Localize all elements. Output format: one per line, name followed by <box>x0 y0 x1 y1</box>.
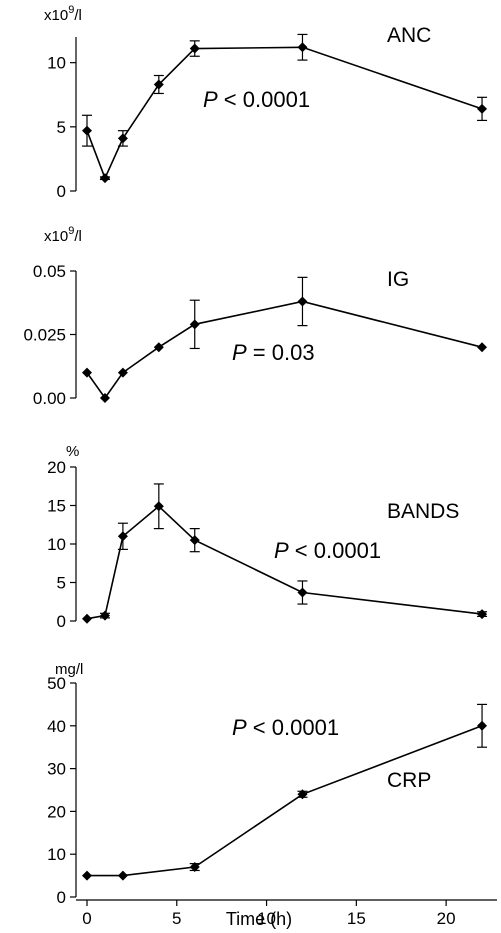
panel-crp-data-point <box>117 870 128 881</box>
panel-anc-data-point <box>99 173 110 184</box>
panel-ig-data-point <box>297 296 308 307</box>
panel-anc-pvalue: P < 0.0001 <box>203 87 310 112</box>
panel-ig-name: IG <box>387 268 409 291</box>
x-axis-tick-label: 15 <box>347 909 366 928</box>
panel-bands-name: BANDS <box>387 500 459 523</box>
x-axis-tick-label: 5 <box>172 909 181 928</box>
panel-bands-data-point <box>117 531 128 542</box>
x-axis-label: Time (h) <box>226 909 292 929</box>
panel-ig-data-point <box>153 342 164 353</box>
panel-anc-data-point <box>117 133 128 144</box>
panel-anc-y-tick-label: 5 <box>57 118 66 137</box>
panel-crp-y-tick-label: 20 <box>47 802 66 821</box>
panel-crp-y-tick-label: 30 <box>47 760 66 779</box>
panel-ig-y-tick-label: 0.05 <box>33 262 66 281</box>
panel-ig-data-point <box>117 367 128 378</box>
panel-anc: x109/l ANC P < 0.0001 0 5 10 <box>44 4 488 201</box>
panel-crp-data-point <box>189 862 200 873</box>
panel-bands-y-tick-label: 10 <box>47 535 66 554</box>
panel-bands-data-point <box>153 501 164 512</box>
panel-crp-data-point <box>297 789 308 800</box>
panel-anc-unit: x109/l <box>44 4 82 24</box>
panel-crp-y-tick-label: 50 <box>47 674 66 693</box>
panel-anc-y-tick-label: 0 <box>57 182 66 201</box>
panel-ig-data-point <box>189 319 200 330</box>
panel-bands-y-tick-label: 20 <box>47 458 66 477</box>
x-axis-tick-label: 10 <box>257 909 276 928</box>
panel-bands-unit: % <box>66 443 79 460</box>
panel-anc-data-point <box>189 43 200 54</box>
panel-bands-y-tick-label: 5 <box>57 574 66 593</box>
panel-ig-data-point <box>99 393 110 403</box>
panel-anc-data-point <box>477 103 488 114</box>
panel-bands-data-point <box>477 609 488 620</box>
panel-anc-data-point <box>82 125 92 136</box>
panel-bands-y-tick-label: 15 <box>47 497 66 516</box>
panel-crp-y-tick-label: 0 <box>57 888 66 907</box>
panel-ig-pvalue: P = 0.03 <box>232 340 315 365</box>
panel-anc-data-point <box>153 79 164 90</box>
panel-anc-y-tick-label: 10 <box>47 54 66 73</box>
panel-anc-data-point <box>297 42 308 53</box>
panel-ig-data-point <box>477 342 488 353</box>
panel-ig-y-tick-label: 0.025 <box>23 326 66 345</box>
panel-crp-y-tick-label: 10 <box>47 845 66 864</box>
panel-bands-data-point <box>189 535 200 546</box>
panel-crp-name: CRP <box>387 769 431 792</box>
panel-anc-name: ANC <box>387 24 431 47</box>
panel-crp-data-point <box>477 720 488 731</box>
panel-bands-data-point <box>297 587 308 598</box>
panel-ig-unit: x109/l <box>44 225 82 245</box>
panel-anc-series-line <box>86 46 483 181</box>
x-axis: Time (h) 0 5 10 15 20 <box>76 899 497 929</box>
x-axis-tick-label: 0 <box>82 909 91 928</box>
panel-ig-y-tick-label: 0.00 <box>33 389 66 408</box>
panel-crp: mg/l CRP P < 0.0001 0 10 20 30 40 50 <box>47 661 488 907</box>
panel-crp-y-tick-label: 40 <box>47 717 66 736</box>
panel-bands-pvalue: P < 0.0001 <box>274 538 381 563</box>
panel-crp-pvalue: P < 0.0001 <box>232 715 339 740</box>
panel-ig: x109/l IG P = 0.03 0.00 0.025 0.05 <box>23 225 488 408</box>
panel-ig-data-point <box>82 367 92 378</box>
panel-crp-data-point <box>82 870 92 881</box>
panel-bands: % BANDS P < 0.0001 0 5 10 15 20 <box>47 443 488 631</box>
panel-crp-series-line <box>87 725 483 877</box>
panel-bands-data-point <box>82 613 92 624</box>
panel-bands-y-tick-label: 0 <box>57 612 66 631</box>
panel-bands-data-point <box>99 610 110 621</box>
x-axis-tick-label: 20 <box>437 909 456 928</box>
panel-crp-unit: mg/l <box>55 661 83 678</box>
